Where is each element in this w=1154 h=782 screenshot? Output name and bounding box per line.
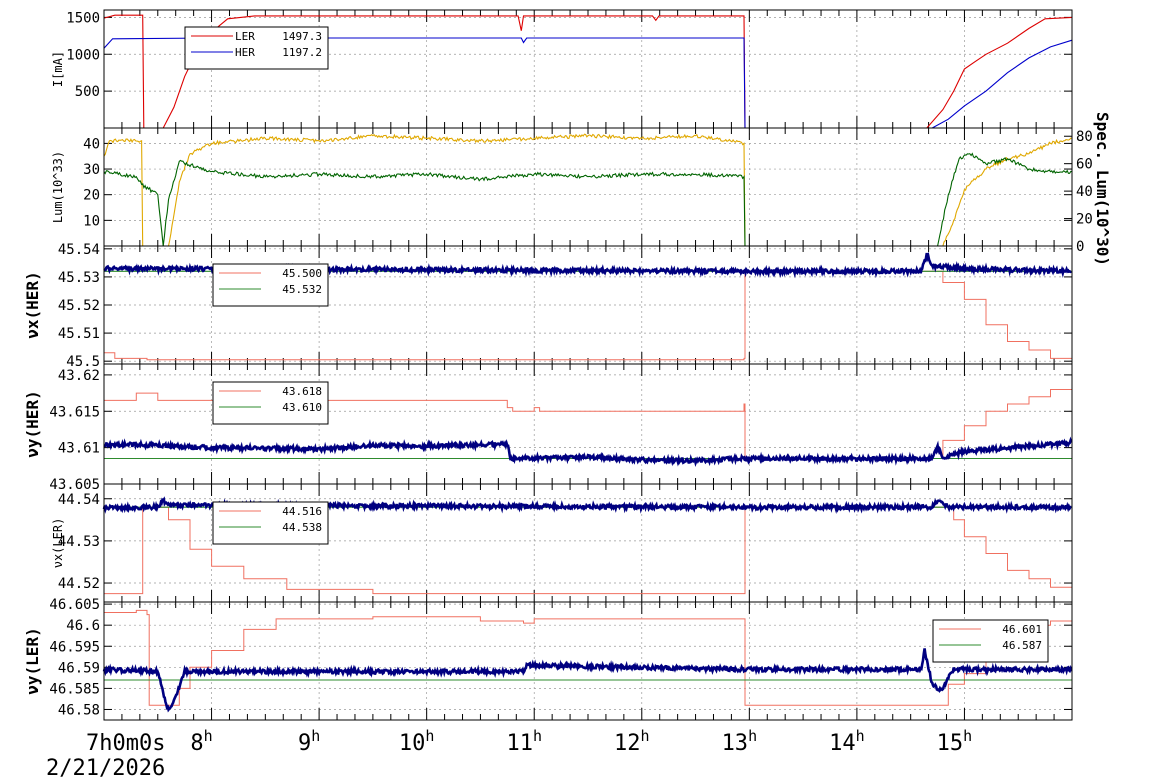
panel-current: 500 1000 1500 I[mA] LER 1497.3 HER 1197.2: [51, 9, 1073, 129]
legend-value: 1197.2: [282, 46, 322, 59]
ytick-label: 46.59: [58, 660, 100, 676]
panel-nux_her: 45.5 45.51 45.52 45.53 45.54 νx(HER) 45.500 45.…: [23, 242, 1073, 370]
ytick-label: 44.53: [58, 534, 100, 550]
legend-value: 44.538: [282, 521, 322, 534]
series-ler-line: [103, 14, 1073, 129]
panel-frame: [103, 127, 1073, 247]
ytick-right-label: 60: [1076, 157, 1093, 173]
y-axis-label: Lum(10^33): [51, 151, 65, 223]
ytick-right-label: 0: [1076, 239, 1084, 255]
legend-box: [184, 26, 329, 70]
ytick-right-label: 40: [1076, 184, 1093, 200]
ytick-label: 45.54: [58, 242, 100, 258]
legend-name: HER: [235, 46, 255, 59]
x-hour-label: 12h: [614, 727, 650, 756]
series-measured-line: [103, 436, 1073, 468]
ytick-label: 44.52: [58, 576, 100, 592]
legend-value: 45.500: [282, 267, 322, 280]
ytick-label: 46.595: [49, 639, 100, 655]
ytick-label: 43.62: [58, 368, 100, 384]
ytick-label: 500: [75, 84, 100, 100]
series-measured-line: [102, 648, 1073, 713]
series-ref-line: [104, 270, 1073, 361]
ytick-label: 46.58: [58, 702, 100, 718]
legend-box: [212, 263, 329, 307]
ytick-label: 40: [83, 136, 100, 152]
panel-frame: [103, 601, 1073, 721]
series-luminosity-line: [103, 133, 1073, 247]
y-axis-label: I[mA]: [51, 51, 65, 87]
x-date-label: 2/21/2026: [46, 756, 165, 781]
x-hour-label: 11h: [506, 727, 542, 756]
x-hour-label: 9h: [298, 727, 320, 756]
legend-box: [212, 501, 329, 545]
x-hour-label: 14h: [829, 727, 865, 756]
series-specific-luminosity-line: [103, 152, 1073, 247]
ytick-right-label: 80: [1076, 129, 1093, 145]
legend-value: 43.610: [282, 401, 322, 414]
ytick-label: 1000: [66, 47, 100, 63]
legend-value: 46.601: [1002, 623, 1042, 636]
legend-value: 44.516: [282, 505, 322, 518]
ytick-label: 45.53: [58, 270, 100, 286]
ytick-right-label: 20: [1076, 212, 1093, 228]
x-hour-label: 10h: [399, 727, 435, 756]
y-axis-label: νx(LER): [51, 518, 65, 569]
x-start-label: 7h0m0s: [86, 731, 165, 756]
legend-value: 46.587: [1002, 639, 1042, 652]
ytick-label: 43.605: [49, 477, 100, 493]
legend-box: [932, 619, 1049, 663]
ytick-label: 1500: [66, 10, 100, 26]
panel-luminosity: 10 20 30 40 Lum(10^33) 0 20 40 60 80 Spec. Lum(10^…: [51, 112, 1112, 266]
ytick-label: 45.5: [66, 354, 100, 370]
y-axis-label: νy(HER): [23, 390, 42, 457]
y-axis-label: νx(HER): [23, 271, 42, 338]
panel-nuy_her: 43.605 43.61 43.615 43.62 νy(HER) 43.618 43.61…: [23, 363, 1073, 493]
ytick-label: 10: [83, 213, 100, 229]
ytick-label: 43.615: [49, 404, 100, 420]
x-hour-label: 15h: [937, 727, 973, 756]
ytick-label: 46.605: [49, 597, 100, 613]
series-ref-line: [104, 506, 1073, 595]
legend-name: LER: [235, 30, 255, 43]
legend-value: 45.532: [282, 283, 322, 296]
ytick-label: 44.54: [58, 492, 100, 508]
legend-box: [212, 381, 329, 425]
y-axis-label: νy(LER): [23, 627, 42, 694]
panel-nuy_ler: 46.58 46.585 46.59 46.595 46.6 46.605 νy(LER) 4…: [23, 597, 1073, 721]
ytick-label: 46.585: [49, 681, 100, 697]
ytick-label: 20: [83, 188, 100, 204]
y-axis-right-label: Spec. Lum(10^30): [1093, 112, 1112, 266]
legend-value: 43.618: [282, 385, 322, 398]
x-hour-label: 13h: [722, 727, 758, 756]
ytick-label: 45.52: [58, 298, 100, 314]
ytick-label: 43.61: [58, 441, 100, 457]
legend-value: 1497.3: [282, 30, 322, 43]
x-hour-label: 8h: [190, 727, 212, 756]
ytick-label: 45.51: [58, 326, 100, 342]
ytick-label: 30: [83, 162, 100, 178]
panel-nux_ler: 44.52 44.53 44.54 νx(LER) 44.516 44.538: [51, 483, 1073, 603]
ytick-label: 46.6: [66, 618, 100, 634]
